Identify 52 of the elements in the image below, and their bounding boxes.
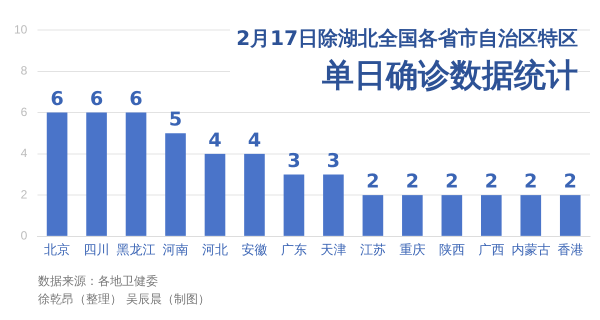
x-tick-label: 河南 [162,242,189,257]
x-tick-label: 重庆 [399,242,426,257]
data-label: 3 [287,150,301,172]
bar [244,154,265,236]
x-tick-label: 安徽 [241,242,268,257]
bar [520,195,542,236]
bar [362,195,384,236]
x-tick-label: 陕西 [438,242,465,257]
x-tick-label: 香港 [557,242,584,257]
x-tick-label: 北京 [44,242,70,257]
text: 徐乾昂（整理） 吴辰晨（制图） [38,291,210,308]
bar [323,174,344,236]
chart-title: 2月17日除湖北全国各省市自治区特区 [236,25,578,52]
bar [284,174,304,236]
bar [204,154,226,236]
y-tick-label: 0 [20,228,28,243]
x-tick-label: 河北 [202,242,228,257]
bar [46,112,68,236]
bar [86,112,107,236]
x-tick-label: 四川 [84,242,110,257]
y-tick-label: 8 [20,64,28,78]
data-label: 6 [129,88,143,110]
data-label: 2 [564,170,577,193]
x-tick-label: 广西 [478,242,504,257]
x-tick-label: 天津 [320,242,346,257]
data-label: 6 [50,88,64,110]
y-tick-label: 10 [14,22,28,36]
data-label: 4 [248,129,262,152]
x-tick-label: 江苏 [360,242,386,257]
y-tick-label: 6 [20,104,28,119]
x-tick-label: 黑龙江 [116,242,156,257]
bar [126,112,146,236]
data-label: 2 [445,170,458,193]
data-label: 5 [168,108,182,131]
text: 单日确诊数据统计 [321,55,578,96]
bar [481,195,502,236]
data-label: 4 [208,129,222,152]
bar [560,195,581,236]
bar [165,133,186,236]
data-label: 2 [484,170,498,193]
data-label: 3 [326,150,340,172]
source-note: 数据来源：各地卫健委 [38,273,159,290]
data-label: 6 [90,88,104,110]
data-label: 2 [366,170,380,193]
y-tick-label: 4 [20,146,28,160]
bar [442,195,462,236]
x-tick-label: 广东 [280,242,307,257]
data-label: 2 [406,170,419,193]
data-label: 2 [524,170,538,193]
bar [402,195,423,236]
x-tick-label: 内蒙古 [511,242,550,257]
y-tick-label: 2 [20,187,28,202]
